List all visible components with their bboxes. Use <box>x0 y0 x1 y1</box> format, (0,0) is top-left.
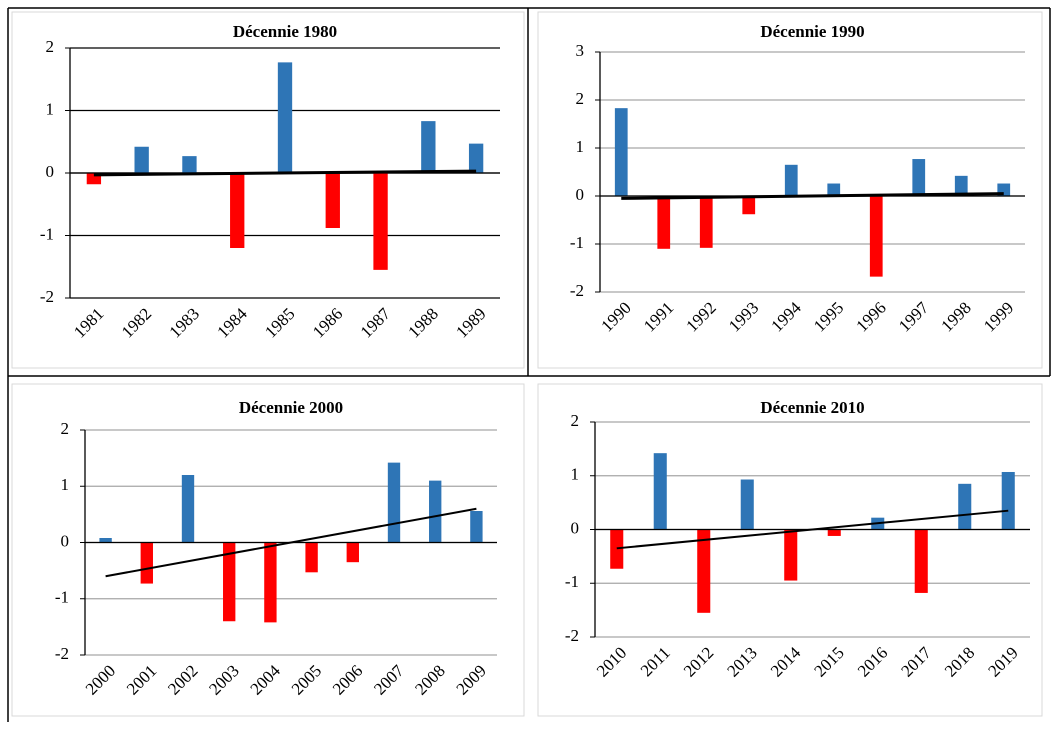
bar <box>373 173 388 270</box>
chart-title: Décennie 2010 <box>760 398 864 417</box>
bar <box>468 143 484 173</box>
y-tick-label: 2 <box>571 411 580 430</box>
trend-line <box>616 509 1009 550</box>
trend-line <box>93 169 477 177</box>
chart-frame <box>11 11 525 369</box>
y-tick-label: 0 <box>61 531 70 550</box>
bar <box>99 538 112 543</box>
bar <box>914 529 928 593</box>
bar <box>827 183 841 196</box>
y-tick-label: 2 <box>61 419 70 438</box>
y-tick-label: -1 <box>40 224 54 243</box>
bar <box>784 164 798 196</box>
bar <box>86 173 102 185</box>
y-tick-label: -2 <box>40 287 54 306</box>
chart-title: Décennie 2000 <box>239 398 343 417</box>
bar <box>387 462 401 543</box>
bar <box>653 453 667 530</box>
bar <box>697 529 711 613</box>
chart-title: Décennie 1980 <box>233 22 337 41</box>
trend-line <box>621 192 1004 200</box>
y-tick-label: 0 <box>571 518 580 537</box>
bar <box>699 196 713 248</box>
y-tick-label: 1 <box>46 99 55 118</box>
y-tick-label: 0 <box>576 185 585 204</box>
bar <box>657 196 671 249</box>
chart-frame <box>11 383 525 717</box>
bar <box>610 529 624 569</box>
bar <box>958 483 972 530</box>
bar <box>223 542 236 622</box>
bar <box>305 542 318 573</box>
y-tick-label: 3 <box>576 41 585 60</box>
y-tick-label: 1 <box>61 475 70 494</box>
bar <box>134 146 149 173</box>
bar <box>869 196 883 277</box>
bar <box>827 529 841 536</box>
bar <box>346 542 359 563</box>
y-tick-label: 0 <box>46 162 55 181</box>
bar <box>742 196 756 215</box>
trend-line <box>105 507 477 578</box>
bar <box>740 479 754 530</box>
bar <box>182 156 197 173</box>
bar <box>954 175 968 196</box>
bar <box>784 529 798 581</box>
y-tick-label: -1 <box>570 233 584 252</box>
chart-frame <box>537 383 1043 717</box>
y-tick-label: 1 <box>571 465 580 484</box>
bar <box>421 121 436 173</box>
bar <box>181 475 195 543</box>
y-tick-label: 2 <box>46 37 55 56</box>
y-tick-label: -2 <box>55 644 69 663</box>
bar <box>912 159 926 196</box>
bar <box>470 511 483 543</box>
bar <box>230 173 245 248</box>
y-tick-label: -2 <box>565 626 579 645</box>
bar <box>429 480 442 543</box>
y-tick-label: -1 <box>565 572 579 591</box>
y-tick-label: -1 <box>55 588 69 607</box>
bar <box>140 542 153 584</box>
bar <box>264 542 277 623</box>
bar <box>325 173 340 228</box>
chart-frame <box>537 11 1043 369</box>
chart-title: Décennie 1990 <box>760 22 864 41</box>
bar <box>614 108 628 196</box>
y-tick-label: 1 <box>576 137 585 156</box>
bar <box>277 62 293 173</box>
bar <box>1001 471 1015 530</box>
y-tick-label: 2 <box>576 89 585 108</box>
y-tick-label: -2 <box>570 281 584 300</box>
